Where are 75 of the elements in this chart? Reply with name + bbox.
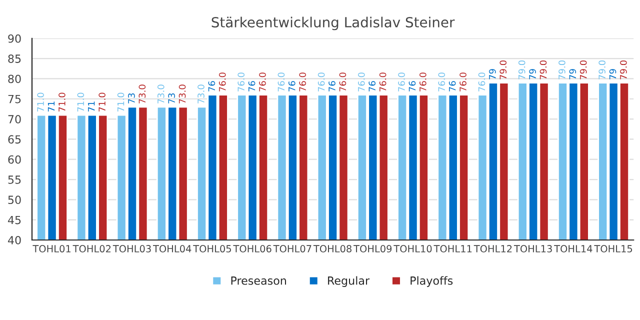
x-tick-label: TOHL09 <box>354 245 392 252</box>
data-label: 76.0 <box>358 72 365 92</box>
x-tick-label: TOHL06 <box>233 245 272 252</box>
legend-label: Preseason <box>231 276 286 285</box>
data-label: 76.0 <box>299 72 306 92</box>
x-tick-label: TOHL08 <box>313 245 352 252</box>
data-label: 76.0 <box>339 72 346 92</box>
x-tick-label: TOHL12 <box>474 245 512 252</box>
data-label: 71.0 <box>117 92 124 112</box>
data-label: 79.0 <box>580 60 587 80</box>
data-label: 76.0 <box>398 72 405 92</box>
y-tick-label: 50 <box>8 196 21 204</box>
y-tick-label: 55 <box>8 176 21 184</box>
x-tick-label: TOHL03 <box>112 245 151 252</box>
data-label: 79 <box>609 69 616 80</box>
data-label: 76.0 <box>420 72 426 92</box>
data-label: 79.0 <box>540 60 547 80</box>
data-label: 76 <box>328 81 336 92</box>
chart-title: Stärkeentwicklung Ladislav Steiner <box>212 16 455 30</box>
x-tick-label: TOHL15 <box>594 245 632 252</box>
x-tick-label: TOHL11 <box>434 245 472 252</box>
data-label: 76 <box>208 81 216 92</box>
legend-label: Playoffs <box>410 276 453 287</box>
data-label: 79 <box>529 69 536 80</box>
data-label: 76.0 <box>460 72 466 92</box>
data-label: 79.0 <box>558 60 566 80</box>
data-label: 76.0 <box>478 72 486 92</box>
y-tick-label: 45 <box>8 216 21 224</box>
x-tick-label: TOHL05 <box>193 245 231 252</box>
legend-label: Regular <box>328 276 370 287</box>
data-label: 73 <box>168 93 175 104</box>
data-label: 71.0 <box>98 92 106 112</box>
data-label: 71.0 <box>58 92 66 112</box>
data-label: 76 <box>248 81 256 92</box>
data-label: 76.0 <box>438 72 446 92</box>
y-tick-label: 90 <box>8 34 21 43</box>
data-label: 73.0 <box>138 84 146 104</box>
data-label: 76 <box>368 81 376 92</box>
x-tick-label: TOHL02 <box>72 245 111 252</box>
y-tick-label: 85 <box>8 54 21 63</box>
data-label: 73.0 <box>157 84 164 104</box>
data-label: 76.0 <box>278 72 285 92</box>
y-tick-label: 70 <box>8 115 21 124</box>
y-tick-label: 65 <box>8 135 21 144</box>
data-label: 79 <box>569 69 576 80</box>
y-tick-label: 60 <box>8 155 21 164</box>
data-label: 76 <box>288 81 296 92</box>
x-tick-label: TOHL01 <box>32 245 70 252</box>
x-tick-label: TOHL14 <box>554 245 592 252</box>
data-label: 79.0 <box>598 60 606 80</box>
x-tick-label: TOHL10 <box>394 245 432 252</box>
data-label: 73.0 <box>178 84 186 104</box>
data-label: 76.0 <box>318 72 325 92</box>
data-label: 76 <box>448 81 456 92</box>
data-label: 76 <box>408 81 416 92</box>
data-label: 79.0 <box>500 60 507 80</box>
data-label: 79.0 <box>518 60 526 80</box>
data-label: 71.0 <box>77 92 84 112</box>
x-tick-label: TOHL13 <box>514 245 552 252</box>
data-label: 71 <box>88 102 95 112</box>
data-label: 76.0 <box>379 72 386 92</box>
data-label: 76.0 <box>218 72 226 92</box>
x-tick-label: TOHL04 <box>153 245 192 252</box>
data-label: 76.0 <box>238 72 245 92</box>
y-tick-label: 80 <box>8 74 21 84</box>
data-label: 79 <box>489 69 496 80</box>
data-label: 79.0 <box>620 60 627 80</box>
data-label: 71.0 <box>37 92 44 112</box>
data-label: 76.0 <box>259 72 266 92</box>
data-label: 73.0 <box>198 84 204 104</box>
y-tick-label: 40 <box>8 236 21 244</box>
data-label: 73 <box>128 93 135 104</box>
y-tick-label: 75 <box>8 95 21 104</box>
x-tick-label: TOHL07 <box>273 245 312 252</box>
data-label: 71 <box>48 102 55 112</box>
